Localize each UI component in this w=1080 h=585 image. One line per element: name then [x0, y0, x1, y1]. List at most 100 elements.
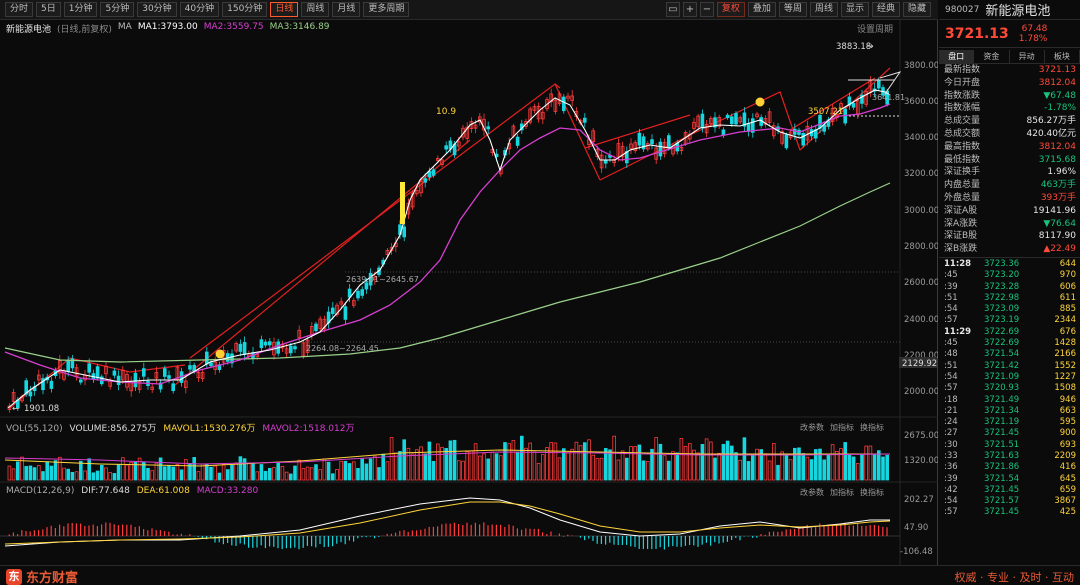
period-1min[interactable]: 1分钟 — [63, 2, 98, 17]
volume-bar — [667, 460, 671, 481]
smiley-icon[interactable] — [755, 97, 765, 107]
macd-bar — [88, 525, 90, 536]
tick-time: :27 — [944, 428, 958, 439]
tick-row: :27 3721.45 900 — [939, 428, 1080, 439]
macd-bar — [651, 536, 653, 550]
macd-switch-indicator[interactable]: 换指标 — [860, 488, 884, 497]
vol-add-indicator[interactable]: 加指标 — [830, 423, 854, 432]
footer-bar: 东 东方财富 权威 · 专业 · 及时 · 互动 — [0, 565, 1080, 585]
macd-bar — [529, 528, 531, 536]
tick-time: :54 — [944, 304, 958, 315]
vol-switch-indicator[interactable]: 换指标 — [860, 423, 884, 432]
tab-pankou[interactable]: 盘口 — [939, 50, 975, 63]
period-more[interactable]: 更多周期 — [363, 2, 410, 17]
candle-body — [435, 158, 440, 161]
equal-period-button[interactable]: 等周 — [778, 2, 807, 17]
quote-header: 980027 新能源电池 — [939, 0, 1080, 20]
brand[interactable]: 东 东方财富 — [6, 567, 78, 585]
trend-lines[interactable] — [9, 67, 891, 409]
hide-button[interactable]: 隐藏 — [902, 2, 931, 17]
tick-price: 3721.49 — [984, 394, 1020, 405]
macd-add-indicator[interactable]: 加指标 — [830, 488, 854, 497]
macd-bar — [458, 523, 460, 536]
candle-body — [87, 363, 92, 373]
index-name: 新能源电池 — [6, 25, 52, 35]
volume-bar — [251, 462, 255, 481]
trend-line[interactable] — [554, 83, 561, 89]
period-fenshi[interactable]: 分时 — [5, 2, 34, 17]
macd-bar — [739, 536, 741, 541]
tick-row: :39 3723.28 606 — [939, 282, 1080, 293]
candle-body — [637, 132, 642, 146]
macd-value: MACD:33.280 — [196, 486, 259, 496]
settings-period-button[interactable]: 设置周期 — [856, 25, 893, 35]
classic-button[interactable]: 经典 — [871, 2, 900, 17]
tab-movers[interactable]: 异动 — [1010, 50, 1045, 63]
volume-bar — [620, 450, 625, 481]
volume-bar — [41, 471, 45, 481]
period-5min[interactable]: 5分钟 — [100, 2, 135, 17]
macd-bar — [189, 534, 191, 536]
macd-edit-params[interactable]: 改参数 — [800, 488, 824, 497]
candle-body — [171, 383, 176, 392]
smiley-icon[interactable] — [215, 349, 225, 359]
tick-time: :45 — [944, 270, 958, 281]
period-weekly[interactable]: 周线 — [301, 2, 330, 17]
tick-time: :45 — [944, 338, 958, 349]
tick-list[interactable]: 11:28 3723.36 644:45 3723.20 970:39 3723.28 60… — [939, 259, 1080, 519]
candle-body — [541, 111, 545, 120]
tick-price: 3722.69 — [984, 326, 1020, 337]
candle-body — [620, 145, 625, 158]
volume-bar — [788, 459, 793, 481]
overlay-button[interactable]: 叠加 — [747, 2, 776, 17]
candle-body — [259, 339, 264, 349]
fuquan-button[interactable]: 复权 — [716, 2, 745, 17]
macd-bar — [567, 534, 569, 536]
period-daily[interactable]: 日线 — [270, 2, 299, 17]
weekly-button[interactable]: 周线 — [809, 2, 838, 17]
period-150min[interactable]: 150分钟 — [222, 2, 268, 17]
period-monthly[interactable]: 月线 — [332, 2, 361, 17]
period-30min[interactable]: 30分钟 — [137, 2, 177, 17]
macd-bar — [848, 525, 850, 536]
volume-bar — [246, 462, 251, 481]
macd-bar — [75, 523, 77, 536]
zoom-in-icon[interactable]: + — [682, 2, 697, 17]
macd-bar — [172, 534, 174, 536]
period-40min[interactable]: 40分钟 — [179, 2, 220, 17]
trend-line[interactable] — [189, 83, 601, 359]
candlestick-chart[interactable]: 3800.00 3600.00 3400.00 3200.00 3000.00 … — [0, 20, 938, 565]
candle-body — [818, 114, 822, 129]
trend-line[interactable] — [789, 77, 876, 131]
dea-line — [4, 501, 891, 545]
volume-bar — [553, 442, 558, 481]
trend-line[interactable] — [599, 134, 691, 181]
display-button[interactable]: 显示 — [840, 2, 869, 17]
zoom-out-icon[interactable]: − — [699, 2, 714, 17]
vol-edit-params[interactable]: 改参数 — [800, 423, 824, 432]
tick-volume: 3867 — [1054, 496, 1076, 507]
tab-funds[interactable]: 资金 — [974, 50, 1010, 63]
candle-body — [583, 117, 587, 123]
volume-bar — [536, 462, 541, 481]
low-label: 1901.08 — [24, 404, 59, 414]
period-5day[interactable]: 5日 — [36, 2, 61, 17]
volume-bar — [826, 453, 831, 481]
volume-bar — [511, 440, 516, 481]
macd-bar — [466, 522, 468, 536]
stat-value: 8117.90 — [1038, 231, 1076, 242]
volume-bar — [818, 448, 822, 481]
trend-line[interactable] — [584, 114, 691, 149]
macd-bar — [92, 524, 94, 536]
tab-sectors[interactable]: 板块 — [1045, 50, 1080, 63]
macd-bar — [239, 536, 241, 544]
tick-price: 3723.20 — [984, 270, 1020, 281]
tick-time: :51 — [944, 292, 958, 303]
volume-bar — [713, 457, 717, 481]
volume-bar — [11, 468, 16, 481]
layout-icon[interactable]: ▭ — [665, 2, 680, 17]
volume-bar — [473, 443, 478, 481]
macd-bar — [369, 536, 371, 537]
macd-bar — [378, 536, 380, 537]
stat-label: 深证B股 — [944, 231, 978, 242]
